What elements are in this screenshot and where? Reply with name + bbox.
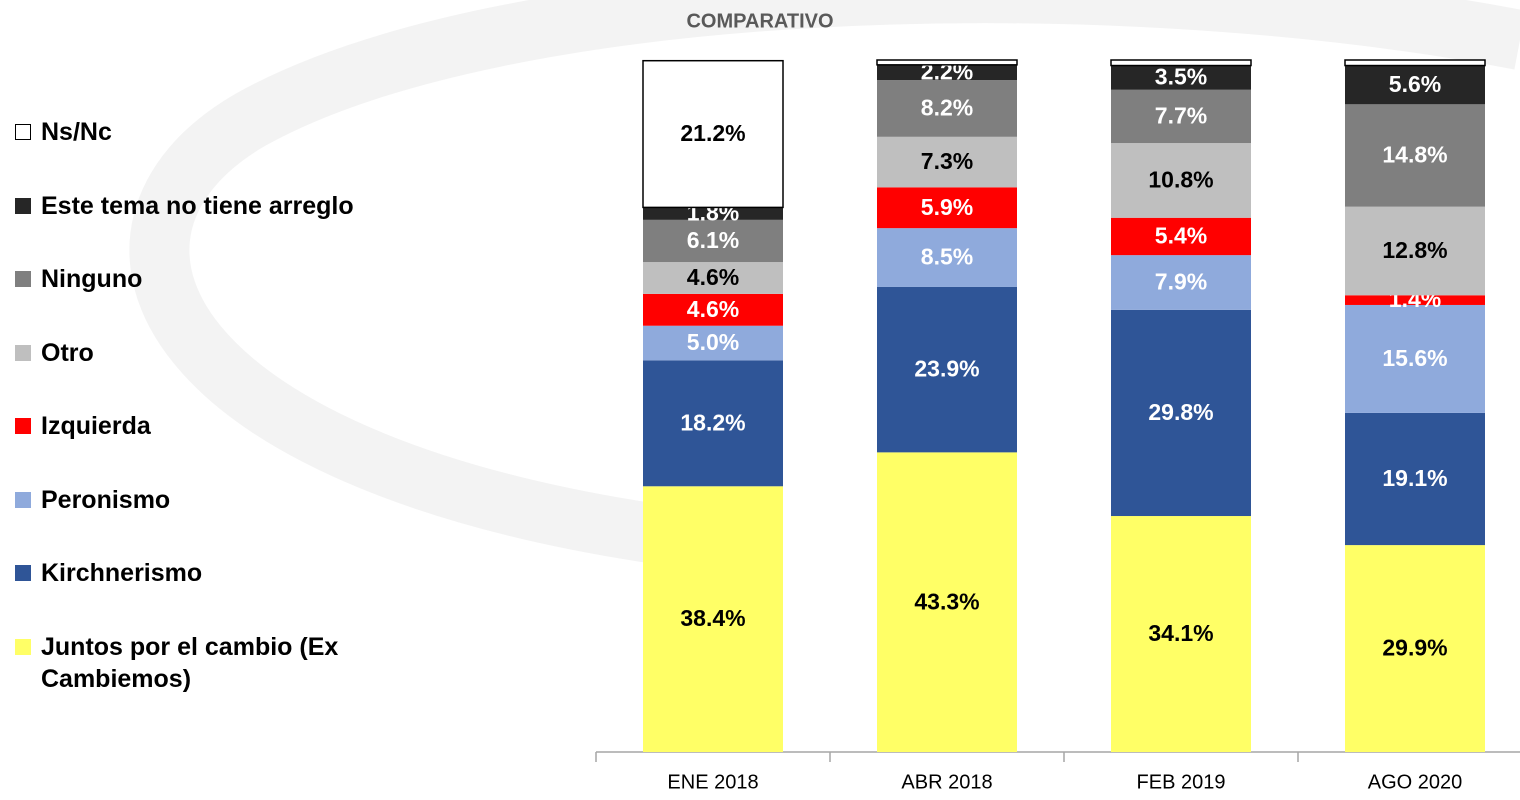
bar-segment bbox=[877, 286, 1017, 453]
bar-segment bbox=[877, 452, 1017, 752]
bar-segment bbox=[877, 136, 1017, 188]
legend-swatch bbox=[15, 491, 31, 508]
chart-title: COMPARATIVO bbox=[686, 10, 833, 32]
bar-segment bbox=[877, 80, 1017, 137]
data-label: 15.6% bbox=[1382, 345, 1447, 371]
bar-segment bbox=[643, 219, 783, 263]
data-label: 5.4% bbox=[1155, 223, 1207, 249]
x-tick-label: ENE 2018 bbox=[667, 771, 758, 793]
bar-segment bbox=[1111, 516, 1251, 752]
bar-segment bbox=[643, 360, 783, 487]
data-label: 4.6% bbox=[687, 296, 739, 322]
bar-segment bbox=[643, 293, 783, 326]
data-label: 6.1% bbox=[687, 227, 739, 253]
legend-swatch bbox=[15, 124, 31, 140]
data-label: 8.2% bbox=[921, 95, 973, 121]
data-label: 43.3% bbox=[914, 588, 979, 614]
bar-segment bbox=[1111, 143, 1251, 218]
legend-item: Este tema no tiene arreglo bbox=[15, 190, 415, 264]
bar-segment bbox=[1345, 206, 1485, 296]
legend-item: Peronismo bbox=[15, 484, 415, 558]
bar-segment bbox=[1111, 89, 1251, 144]
background-swoosh bbox=[129, 0, 1520, 570]
x-tick-label: ABR 2018 bbox=[901, 771, 992, 793]
legend-label: Ninguno bbox=[41, 265, 143, 293]
legend-item: Kirchnerismo bbox=[15, 557, 415, 631]
legend-label: Este tema no tiene arreglo bbox=[41, 191, 354, 220]
bar-segment bbox=[1345, 545, 1485, 752]
bar-segment bbox=[1111, 255, 1251, 310]
legend-item: Ninguno bbox=[15, 263, 415, 337]
data-label: 14.8% bbox=[1382, 142, 1447, 168]
bar-segment bbox=[643, 262, 783, 294]
bar-segment bbox=[1344, 59, 1486, 67]
legend-swatch bbox=[15, 638, 31, 655]
data-label: 10.8% bbox=[1148, 166, 1213, 192]
legend-item: Ns/Nc bbox=[15, 116, 415, 190]
legend-item: Otro bbox=[15, 337, 415, 411]
legend: Ns/Nc Este tema no tiene arreglo Ninguno Ot… bbox=[15, 116, 415, 704]
bar-segment bbox=[1345, 295, 1485, 305]
data-label: 21.2% bbox=[680, 120, 745, 146]
bar-segment bbox=[876, 59, 1018, 66]
legend-swatch bbox=[15, 418, 31, 434]
bar-segment bbox=[1345, 65, 1485, 105]
bar-segment bbox=[643, 325, 783, 361]
bar-segment bbox=[877, 228, 1017, 287]
legend-label: Ns/Nc bbox=[41, 118, 112, 146]
x-tick-label: FEB 2019 bbox=[1137, 771, 1226, 793]
legend-item: Izquierda bbox=[15, 410, 415, 484]
data-label: 5.6% bbox=[1389, 71, 1441, 97]
data-label: 19.1% bbox=[1382, 465, 1447, 491]
data-label: 18.2% bbox=[680, 409, 745, 435]
legend-swatch bbox=[15, 565, 31, 581]
data-label: 3.5% bbox=[1155, 64, 1207, 90]
data-label: 23.9% bbox=[914, 356, 979, 382]
bar-segment bbox=[643, 207, 783, 220]
bar-segment bbox=[1111, 65, 1251, 90]
data-label: 4.6% bbox=[687, 264, 739, 290]
legend-label: Kirchnerismo bbox=[41, 559, 203, 587]
data-label: 34.1% bbox=[1148, 620, 1213, 646]
data-label: 5.9% bbox=[921, 194, 973, 220]
bar-segment bbox=[1345, 304, 1485, 413]
x-tick-label: AGO 2020 bbox=[1368, 771, 1463, 793]
bar-segment bbox=[1111, 217, 1251, 256]
data-label: 5.0% bbox=[687, 329, 739, 355]
data-label: 8.5% bbox=[921, 244, 973, 270]
bar-segment bbox=[877, 187, 1017, 229]
legend-swatch bbox=[15, 271, 31, 287]
bar-segment bbox=[877, 64, 1017, 81]
data-label: 7.9% bbox=[1155, 269, 1207, 295]
data-label: 38.4% bbox=[680, 605, 745, 631]
legend-swatch bbox=[15, 344, 31, 361]
bar-segment bbox=[642, 59, 784, 209]
bar-segment bbox=[1345, 104, 1485, 207]
bar-segment bbox=[1110, 59, 1252, 67]
legend-item: Juntos por el cambio (Ex Cambiemos) bbox=[15, 631, 415, 705]
legend-label: Juntos por el cambio (Ex Cambiemos) bbox=[41, 632, 339, 693]
data-label: 7.3% bbox=[921, 148, 973, 174]
legend-label: Otro bbox=[41, 338, 94, 367]
bar-segment bbox=[1345, 412, 1485, 546]
legend-label: Izquierda bbox=[41, 412, 151, 440]
bar-segment bbox=[1111, 309, 1251, 517]
bar-segment bbox=[643, 486, 783, 752]
data-label: 12.8% bbox=[1382, 237, 1447, 263]
data-label: 29.8% bbox=[1148, 399, 1213, 425]
data-label: 29.9% bbox=[1382, 635, 1447, 661]
data-label: 7.7% bbox=[1155, 102, 1207, 128]
legend-swatch bbox=[15, 197, 31, 214]
legend-label: Peronismo bbox=[41, 485, 171, 514]
